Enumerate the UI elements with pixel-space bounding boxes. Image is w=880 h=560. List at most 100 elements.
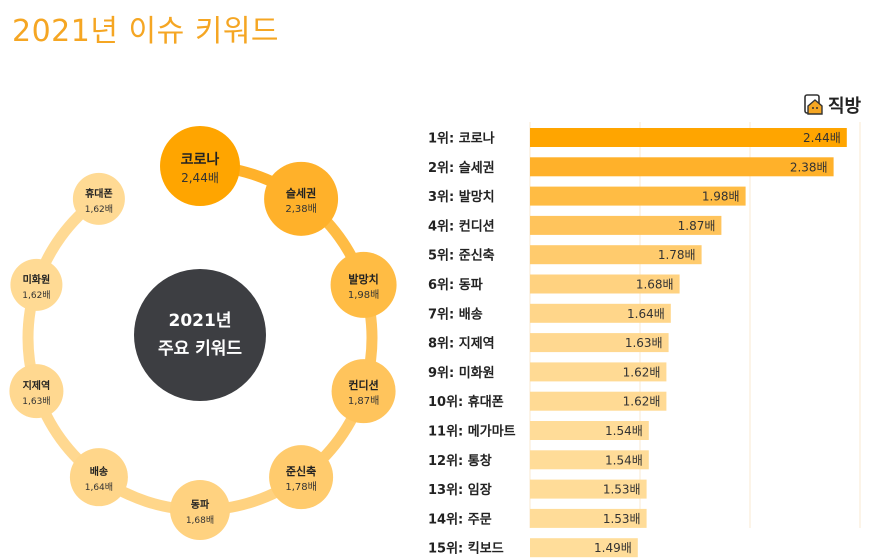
bar-row: 11위: 메가마트 1.54배 bbox=[428, 421, 649, 440]
keyword-node-value: 1,62배 bbox=[22, 290, 50, 301]
bar-value-label: 1.98배 bbox=[702, 190, 740, 204]
keyword-node-value: 1,78배 bbox=[285, 481, 316, 493]
bar bbox=[530, 186, 746, 206]
bar-row: 7위: 배송 1.64배 bbox=[428, 303, 671, 323]
bar-value-label: 1.68배 bbox=[636, 278, 674, 292]
keyword-node-circle bbox=[269, 445, 334, 510]
bar-value-label: 1.78배 bbox=[658, 248, 696, 262]
bar-row: 9위: 미화원 1.62배 bbox=[428, 362, 667, 382]
bar-value-label: 1.49배 bbox=[594, 541, 632, 555]
bar bbox=[530, 157, 834, 177]
keyword-node-value: 1,87배 bbox=[348, 395, 379, 407]
keyword-node-value: 1,63배 bbox=[22, 396, 50, 407]
bar-value-label: 1.54배 bbox=[605, 453, 643, 467]
bar-category-label: 6위: 동파 bbox=[428, 278, 483, 293]
bar bbox=[530, 362, 667, 382]
bar-row: 6위: 동파 1.68배 bbox=[428, 274, 680, 294]
keyword-node-name: 코로나 bbox=[181, 152, 220, 168]
keyword-node-name: 컨디션 bbox=[348, 378, 378, 392]
keyword-node-circle bbox=[72, 172, 125, 225]
keyword-node-name: 준신축 bbox=[286, 464, 316, 478]
bar-value-label: 2.38배 bbox=[790, 160, 828, 174]
keyword-node-circle bbox=[331, 359, 396, 424]
keyword-node-circle bbox=[9, 364, 64, 419]
keyword-node-name: 발망치 bbox=[348, 272, 378, 286]
bar-category-label: 12위: 통창 bbox=[428, 453, 492, 469]
keyword-node-name: 지제역 bbox=[23, 379, 51, 392]
keyword-node-circle bbox=[170, 480, 230, 540]
keyword-node-name: 동파 bbox=[191, 498, 210, 511]
keyword-node-name: 휴대폰 bbox=[85, 187, 113, 200]
keyword-node-value: 1,64배 bbox=[85, 482, 113, 493]
keyword-node-value: 1,98배 bbox=[348, 289, 379, 301]
bar-row: 8위: 지제역 1.63배 bbox=[428, 333, 669, 353]
keyword-node-value: 1,68배 bbox=[186, 515, 214, 526]
keyword-node: 준신축 1,78배 bbox=[269, 445, 334, 510]
keyword-node-circle bbox=[10, 258, 63, 311]
bar-row: 1위: 코로나 2.44배 bbox=[428, 128, 847, 147]
bar-value-label: 1.53배 bbox=[603, 483, 641, 497]
bar bbox=[530, 450, 649, 470]
bar bbox=[530, 508, 647, 528]
bar-category-label: 10위: 휴대폰 bbox=[428, 394, 504, 410]
keyword-node-value: 2,38배 bbox=[285, 203, 316, 215]
bar bbox=[530, 391, 667, 411]
keyword-node-name: 슬세권 bbox=[286, 186, 316, 200]
bar bbox=[530, 421, 649, 440]
bar-category-label: 11위: 메가마트 bbox=[428, 424, 516, 440]
keyword-node-value: 2,44배 bbox=[181, 171, 219, 185]
keyword-node-name: 미화원 bbox=[23, 273, 51, 286]
bar-value-label: 1.63배 bbox=[625, 336, 663, 350]
keyword-node: 발망치 1,98배 bbox=[330, 251, 397, 318]
bar-row: 3위: 발망치 1.98배 bbox=[428, 186, 746, 206]
bar-category-label: 1위: 코로나 bbox=[428, 131, 495, 147]
bar-row: 14위: 주문 1.53배 bbox=[428, 508, 647, 528]
brand-logo: 직방 bbox=[803, 92, 861, 118]
bar-category-label: 2위: 슬세권 bbox=[428, 161, 495, 176]
bar bbox=[530, 538, 638, 558]
keyword-node-value: 1,62배 bbox=[85, 204, 113, 215]
bar-value-label: 1.64배 bbox=[627, 307, 665, 321]
bar-category-label: 3위: 발망치 bbox=[428, 189, 495, 205]
keyword-node: 컨디션 1,87배 bbox=[331, 359, 396, 424]
bar-value-label: 1.62배 bbox=[623, 395, 661, 409]
bar-category-label: 13위: 임장 bbox=[428, 482, 492, 498]
bar bbox=[530, 479, 647, 499]
bar-row: 5위: 준신축 1.78배 bbox=[428, 245, 702, 265]
bar-value-label: 1.62배 bbox=[623, 365, 661, 379]
bar-value-label: 1.54배 bbox=[605, 424, 643, 438]
house-icon bbox=[804, 94, 823, 115]
bar-value-label: 1.87배 bbox=[678, 219, 716, 233]
bar-row: 15위: 킥보드 1.49배 bbox=[428, 538, 638, 558]
keyword-node-circle bbox=[264, 161, 339, 236]
bar bbox=[530, 128, 847, 147]
keyword-node-name: 배송 bbox=[90, 465, 108, 478]
keyword-node: 미화원 1,62배 bbox=[10, 258, 63, 311]
page-title: 2021년 이슈 키워드 bbox=[12, 14, 280, 49]
keyword-node: 슬세권 2,38배 bbox=[264, 161, 339, 236]
bar-category-label: 4위: 컨디션 bbox=[428, 218, 495, 234]
keyword-node: 코로나 2,44배 bbox=[160, 126, 240, 206]
keyword-node: 배송 1,64배 bbox=[69, 448, 128, 507]
bar bbox=[530, 303, 671, 323]
bar bbox=[530, 215, 722, 235]
bar-category-label: 5위: 준신축 bbox=[428, 248, 495, 264]
bar-category-label: 9위: 미화원 bbox=[428, 365, 495, 381]
bar-row: 12위: 통창 1.54배 bbox=[428, 450, 649, 470]
keyword-node: 지제역 1,63배 bbox=[9, 364, 64, 419]
bar-row: 2위: 슬세권 2.38배 bbox=[428, 157, 834, 177]
center-title-year: 2021년 bbox=[169, 311, 232, 331]
bar-category-label: 15위: 킥보드 bbox=[428, 542, 504, 557]
keyword-node: 동파 1,68배 bbox=[170, 480, 230, 540]
bar-category-label: 7위: 배송 bbox=[428, 306, 483, 322]
center-title-label: 주요 키워드 bbox=[158, 339, 242, 359]
bar bbox=[530, 333, 669, 353]
bar bbox=[530, 245, 702, 265]
keyword-node-circle bbox=[330, 251, 397, 318]
bar-row: 13위: 임장 1.53배 bbox=[428, 479, 647, 499]
center-circle bbox=[134, 269, 266, 401]
keyword-node-circle bbox=[69, 448, 128, 507]
bar-row: 10위: 휴대폰 1.62배 bbox=[428, 391, 667, 411]
